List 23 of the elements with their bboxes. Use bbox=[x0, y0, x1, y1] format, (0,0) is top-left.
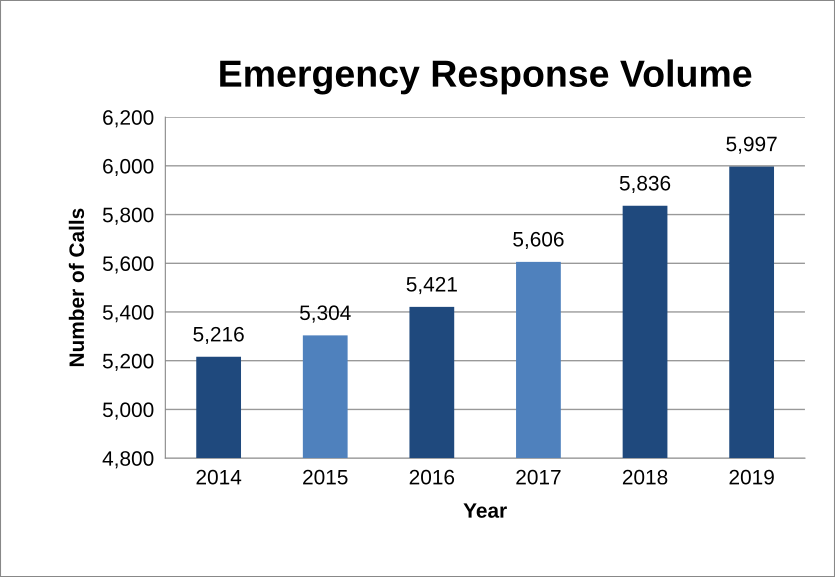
x-tick-label: 2017 bbox=[516, 470, 561, 485]
x-tick-label: 2018 bbox=[622, 470, 668, 485]
y-tick-label: 5,400 bbox=[102, 304, 154, 322]
x-tick-label: 2016 bbox=[410, 470, 454, 485]
x-tick-label: 2014 bbox=[196, 470, 242, 485]
data-label: 5,836 bbox=[620, 176, 670, 194]
y-tick-label: 6,200 bbox=[103, 110, 154, 128]
x-tick-label: 2019 bbox=[730, 470, 774, 485]
data-label: 5,997 bbox=[726, 136, 777, 154]
x-tick-label: 2015 bbox=[303, 470, 348, 485]
data-label: 5,304 bbox=[300, 305, 351, 323]
y-tick-label: 5,200 bbox=[102, 354, 154, 371]
y-axis-title: Number of Calls bbox=[68, 208, 84, 366]
data-label: 5,216 bbox=[193, 326, 244, 344]
y-tick-label: 6,000 bbox=[103, 158, 154, 176]
data-label: 5,421 bbox=[406, 276, 457, 294]
y-tick-label: 4,800 bbox=[102, 451, 154, 468]
x-axis-title: Year bbox=[463, 503, 507, 518]
y-tick-label: 5,800 bbox=[102, 208, 154, 225]
y-tick-label: 5,000 bbox=[102, 402, 154, 420]
y-tick-label: 5,600 bbox=[102, 256, 154, 274]
chart-title: Emergency Response Volume bbox=[220, 59, 752, 95]
data-label: 5,606 bbox=[513, 232, 564, 250]
